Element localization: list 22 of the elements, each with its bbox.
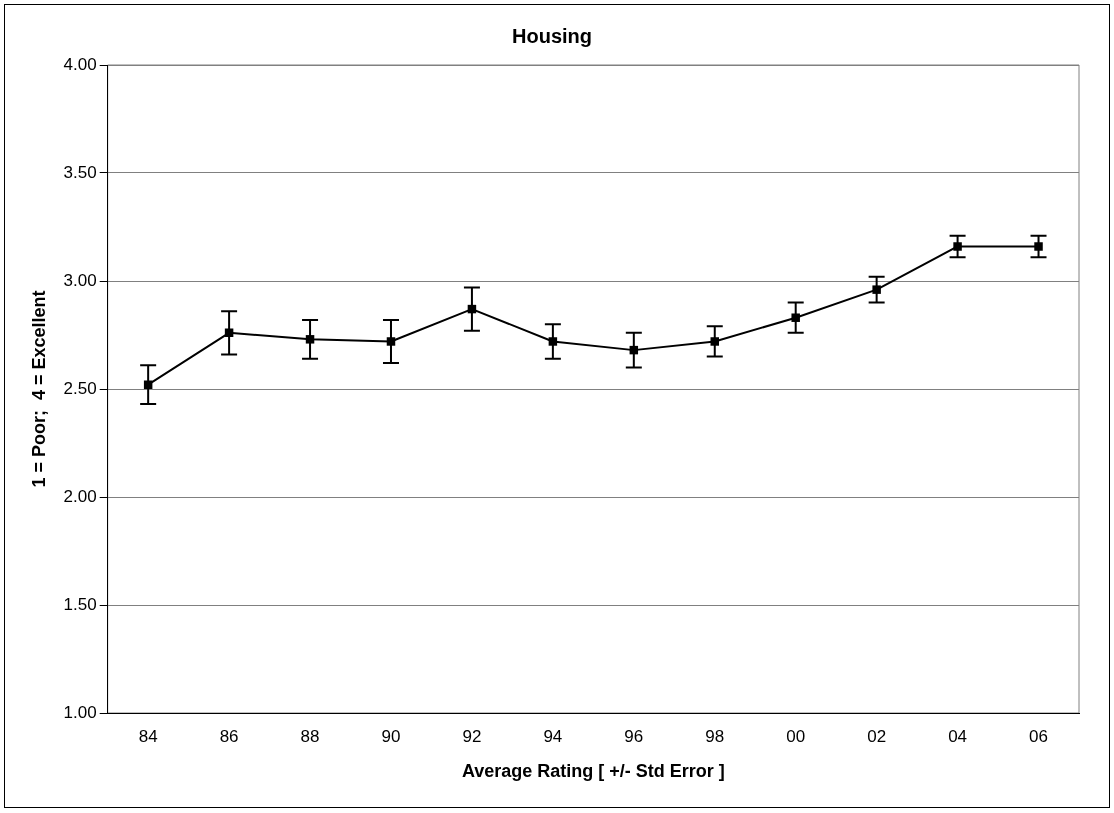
x-tick-label: 04 (948, 726, 968, 746)
x-tick-label: 02 (867, 726, 887, 746)
x-tick-label: 98 (705, 726, 725, 746)
x-tick-label: 86 (219, 726, 239, 746)
y-tick-label: 2.50 (63, 378, 97, 398)
x-tick-label: 88 (300, 726, 320, 746)
x-axis-title: Average Rating [ +/- Std Error ] (461, 761, 725, 782)
x-tick-label: 84 (138, 726, 158, 746)
y-tick-label: 3.50 (63, 162, 97, 182)
chart-title: Housing (512, 24, 592, 47)
x-tick-label: 92 (462, 726, 482, 746)
x-tick-label: 06 (1029, 726, 1048, 746)
y-tick-label: 1.00 (63, 702, 97, 722)
x-tick-label: 96 (624, 726, 644, 746)
y-tick-label: 3.00 (63, 270, 97, 290)
y-tick-label: 1.50 (63, 594, 97, 614)
x-tick-label: 00 (786, 726, 806, 746)
y-tick-label: 2.00 (63, 486, 97, 506)
y-tick-label: 4.00 (63, 54, 97, 74)
x-tick-label: 90 (381, 726, 401, 746)
x-tick-label: 94 (543, 726, 563, 746)
y-axis-title: 1 = Poor; 4 = Excellent (28, 290, 49, 488)
